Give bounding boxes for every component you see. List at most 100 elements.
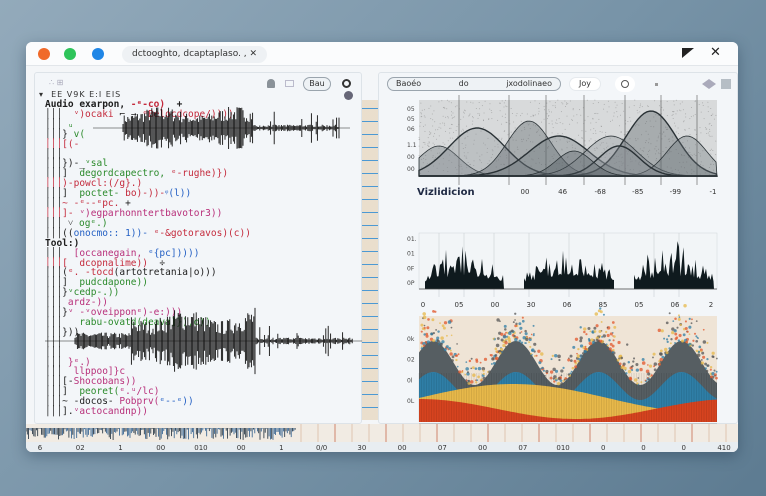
- chart3-scatter-dot: [519, 332, 521, 334]
- minimize-window-dot[interactable]: [64, 48, 76, 60]
- settings-icon[interactable]: [344, 91, 353, 100]
- square-icon[interactable]: [721, 79, 731, 89]
- code-line[interactable]: │││} v(: [45, 129, 251, 140]
- chart1-stipple: [581, 164, 583, 166]
- code-line[interactable]: │││[(-: [45, 139, 251, 150]
- chart1-stipple: [655, 145, 657, 147]
- code-line[interactable]: │││ ardz-)): [45, 298, 251, 308]
- code-line[interactable]: │││[ dcopnalime)) ÷: [45, 257, 251, 269]
- zoom-window-dot[interactable]: [92, 48, 104, 60]
- chart1-stipple: [571, 120, 573, 122]
- code-line[interactable]: │││] peoret(ᵉ.ᵘ/lc): [45, 387, 251, 397]
- chart1-stipple: [629, 138, 631, 140]
- chart3-scatter-dot: [688, 333, 691, 336]
- code-line[interactable]: │││})-_ᵛsal: [45, 159, 251, 169]
- code-line[interactable]: Audio exarpon, -ᵉ-co) +: [45, 100, 251, 110]
- joy-button[interactable]: Joy: [569, 77, 601, 91]
- code-line[interactable]: │││: [45, 149, 251, 160]
- chart1-stipple: [611, 119, 613, 121]
- code-line[interactable]: │││: [45, 337, 251, 348]
- chart3-scatter-dot: [585, 333, 588, 336]
- code-line[interactable]: Tool:): [45, 238, 251, 249]
- code-token: (artotretania|o))): [113, 267, 217, 279]
- chart3-scatter-dot: [495, 343, 500, 348]
- code-line[interactable]: │││ }ᵉ.): [45, 357, 251, 368]
- record-icon[interactable]: [342, 79, 351, 88]
- timeline-tick: 07: [438, 444, 447, 452]
- user-icon[interactable]: [267, 79, 275, 88]
- code-line[interactable]: │││] degordcapectro, ᵉ-rughe)}): [45, 169, 251, 179]
- tree-header[interactable]: ▾ EE V9K E:I EIS: [39, 90, 122, 99]
- grid-icon[interactable]: [285, 80, 294, 87]
- chart1-stipple: [506, 106, 508, 108]
- chart1-stipple: [556, 172, 558, 174]
- chart3-scatter-dot: [483, 357, 488, 361]
- code-line[interactable]: │││] pudcdapone)): [45, 278, 251, 288]
- chart3-scatter-dot: [605, 343, 608, 346]
- chart1-stipple: [497, 119, 499, 121]
- chart1-stipple: [659, 132, 661, 134]
- chart3-scatter-dot: [670, 338, 673, 341]
- timeline-ruler[interactable]: 6 02 1 00 010 00 1 0/0 30 00 07 00 07 010 0 0 0 410: [26, 424, 738, 452]
- chart1-stipple: [610, 170, 612, 172]
- chart1-stipple: [688, 127, 690, 129]
- close-icon[interactable]: ✕: [710, 45, 721, 60]
- code-line[interactable]: │││ llppoo]}c: [45, 367, 251, 377]
- chart3-scatter-dot: [449, 352, 453, 356]
- chart1-stipple: [538, 144, 540, 146]
- code-line[interactable]: │││ ᵛ)ocaki ⌐ → ᵉBelocdcope/)))): [45, 109, 251, 120]
- prev-icon[interactable]: [697, 79, 709, 89]
- code-line[interactable]: │││]- ᵛ)egparhonntertbavotor3)): [45, 209, 251, 219]
- code-line[interactable]: │││)-powcl:(/g}.): [45, 179, 251, 189]
- window-restore-icon[interactable]: [682, 48, 694, 58]
- chart1-stipple: [460, 164, 462, 166]
- code-line[interactable]: │││] poctet- bo)-))-ᵠ(l)): [45, 189, 251, 199]
- search-field[interactable]: Baoéo do jxodolinaeo: [387, 77, 561, 91]
- code-line[interactable]: │││}ᵛ -ᵛoveipponᵉ)-e:))): [45, 308, 251, 318]
- code-line[interactable]: │││~ -docos- Pobprv(ᵉ--ᵉ)): [45, 397, 251, 407]
- chart1-stipple: [499, 102, 501, 104]
- chart3-scatter-dot: [504, 328, 507, 331]
- code-line[interactable]: │││}ᵛcedp-.)): [45, 288, 251, 298]
- chart1-stipple: [688, 151, 690, 153]
- bau-button[interactable]: Bau: [303, 77, 331, 91]
- next-icon[interactable]: [709, 79, 721, 89]
- tab-title[interactable]: dctooghto, dcaptaplaso. , ✕: [122, 46, 268, 63]
- timeline-tick: 010: [194, 444, 207, 452]
- chart3-scatter-dot: [551, 354, 554, 358]
- chart3-scatter-dot: [544, 374, 546, 377]
- code-line[interactable]: │││].ᵛactocandnp)): [45, 407, 251, 417]
- code-line[interactable]: │││(ᵉ. -tocd(artotretania|o))): [45, 268, 251, 278]
- search-button[interactable]: [615, 76, 635, 92]
- chart3-scatter-dot: [608, 347, 612, 351]
- chart1-stipple: [638, 124, 640, 126]
- chart2-x-tick: 30: [527, 301, 536, 309]
- chart1-stipple: [467, 136, 469, 138]
- chart3-scatter-dot: [559, 376, 562, 378]
- chart3-scatter-dot: [494, 353, 498, 357]
- code-line[interactable]: │││ ᵤ: [45, 119, 251, 130]
- waveform-overlays: [45, 107, 363, 375]
- code-line[interactable]: │││~ -ᵉ--ᵉpc. +: [45, 199, 251, 209]
- chart3-scatter-dot: [475, 360, 479, 363]
- chart1-stipple: [532, 141, 534, 143]
- chart1-stipple: [547, 147, 549, 149]
- chart3-scatter-dot: [598, 329, 602, 334]
- code-token: ÷: [147, 257, 166, 269]
- code-line[interactable]: │││ [occanegain, ᵉ{pc])))): [45, 248, 251, 259]
- chart1-stipple: [639, 107, 641, 109]
- code-view[interactable]: Audio exarpon, -ᵉ-co) + │││ ᵛ)ocaki ⌐ → ᵉ…: [45, 100, 251, 417]
- code-line[interactable]: │││})): [45, 327, 251, 338]
- code-line[interactable]: │││: [45, 347, 251, 358]
- chart3-scatter-dot: [579, 336, 583, 340]
- code-line[interactable]: │││((onocmo:: 1))- ᵉ-&gotoravos)(c)): [45, 228, 251, 239]
- close-window-dot[interactable]: [38, 48, 50, 60]
- code-line[interactable]: │││ ˅ ogᵉ.): [45, 218, 251, 229]
- chart1-stipple: [636, 123, 638, 125]
- split-ruler[interactable]: [362, 100, 378, 420]
- chart1-stipple: [456, 173, 458, 175]
- chart1-stipple: [552, 105, 554, 107]
- code-line[interactable]: │││[-Shocobans)): [45, 377, 251, 387]
- chart1-stipple: [548, 115, 550, 117]
- code-line[interactable]: │││ rabu-ovatd(deava]}),o)): [45, 317, 251, 328]
